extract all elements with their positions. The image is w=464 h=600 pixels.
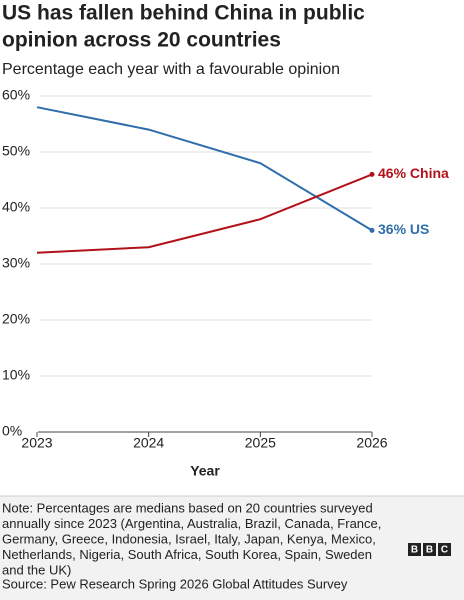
tick-label-bg — [0, 255, 38, 273]
series-line — [36, 173, 373, 254]
series-line — [36, 106, 373, 232]
y-tick-label: 60% — [2, 87, 30, 103]
x-tick-label: 2026 — [356, 435, 387, 451]
logo-letter: B — [426, 545, 433, 556]
tick-label-bg — [0, 367, 38, 385]
logo-box — [438, 543, 451, 556]
note: Netherlands, Nigeria, South Africa, Sout… — [2, 547, 372, 562]
logo-box — [408, 543, 421, 556]
x-tick-label: 2023 — [21, 435, 52, 451]
end-point — [369, 227, 375, 233]
logo-box — [423, 543, 436, 556]
y-tick-label: 0% — [2, 423, 22, 439]
footer-bg — [0, 496, 464, 600]
chart-title: opinion across 20 countries — [2, 29, 281, 52]
y-tick-label: 30% — [2, 255, 30, 271]
note: Note: Percentages are medians based on 2… — [2, 500, 373, 515]
tick-label-bg — [0, 423, 38, 441]
note: and the UK) — [2, 562, 71, 577]
logo-letter: B — [411, 545, 418, 556]
value-label: 36% US — [378, 221, 429, 237]
y-tick-label: 50% — [2, 143, 30, 159]
tick-label-bg — [0, 199, 38, 217]
tick-label-bg — [0, 143, 38, 161]
tick-label-bg — [0, 311, 38, 329]
tick-label-bg — [0, 87, 38, 105]
logo-letter: C — [441, 545, 448, 556]
chart-title: US has fallen behind China in public — [2, 2, 365, 25]
chart-subtitle: Percentage each year with a favourable o… — [2, 61, 340, 78]
y-tick-label: 20% — [2, 311, 30, 327]
note: annually since 2023 (Argentina, Australi… — [2, 516, 381, 531]
y-tick-label: 10% — [2, 367, 30, 383]
x-tick-label: 2024 — [133, 435, 164, 451]
end-point — [369, 171, 375, 177]
source: Source: Pew Research Spring 2026 Global … — [2, 576, 348, 591]
y-tick-label: 40% — [2, 199, 30, 215]
note: Germany, Greece, Indonesia, Israel, Ital… — [2, 531, 376, 546]
x-axis-label: Year — [190, 463, 220, 479]
value-label: 46% China — [378, 165, 449, 181]
x-tick-label: 2025 — [245, 435, 276, 451]
